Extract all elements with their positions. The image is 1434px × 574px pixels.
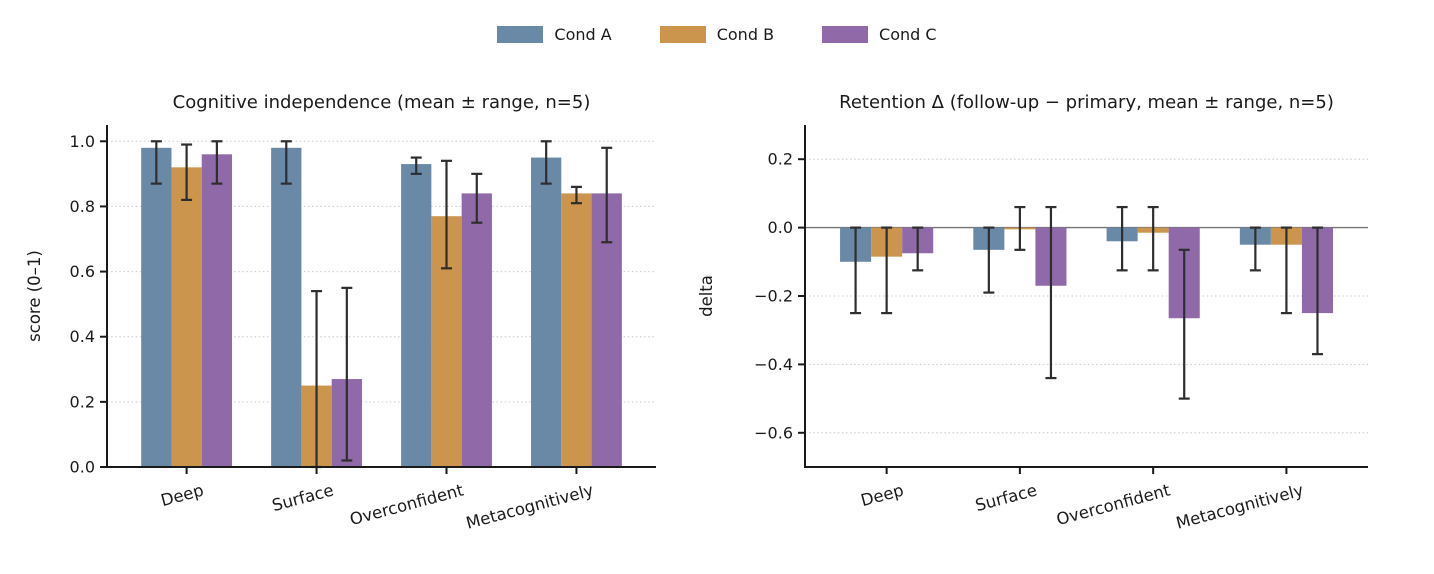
y-tick-label: 0.2 — [768, 150, 793, 169]
legend-item-cond-a: Cond A — [497, 24, 612, 44]
x-tick-label-overconfident: Overconfident — [348, 480, 466, 529]
chart-cognitive-independence: 0.0 0.2 0.4 0.6 0.8 1.0 Deep Surface Overconfide… — [25, 92, 656, 533]
series-cond-a — [141, 147, 562, 468]
legend-item-cond-c: Cond C — [822, 26, 937, 43]
errorbars-cond-a — [850, 205, 1261, 315]
x-tick-label-deep: Deep — [159, 481, 206, 511]
bar-cond-a-overconfident — [401, 164, 432, 468]
y-tick-label: 1.0 — [70, 132, 95, 151]
y-tick-label: 0.6 — [70, 262, 95, 281]
errorbars-cond-c — [211, 140, 613, 462]
y-tick-label: 0.2 — [70, 392, 95, 411]
y-axis-label: score (0–1) — [25, 250, 44, 342]
chart-title: Cognitive independence (mean ± range, n=… — [173, 92, 591, 113]
legend-label: Cond C — [879, 24, 937, 44]
x-tick-label-deep: Deep — [859, 481, 906, 511]
chart-retention-delta: 0.2 0.0 −0.2 −0.4 −0.6 Deep Surface Overconfide… — [697, 92, 1368, 533]
x-tick-label-metacognitively: Metacognitively — [1174, 480, 1306, 532]
legend-label: Cond A — [554, 24, 612, 44]
bar-cond-b-metacognitively — [561, 193, 592, 467]
y-axis-label: delta — [697, 275, 716, 317]
y-tick-label: −0.4 — [754, 355, 793, 374]
errorbars-cond-a — [150, 140, 552, 185]
legend-label: Cond B — [716, 24, 775, 44]
y-tick-label: 0.8 — [70, 197, 95, 216]
x-tick-label-surface: Surface — [973, 481, 1039, 516]
errorbars-cond-c — [912, 205, 1323, 400]
y-tick-label: 0.0 — [768, 218, 793, 237]
legend-item-cond-b: Cond B — [659, 24, 775, 44]
bar-cond-a-deep — [141, 147, 172, 468]
errorbars-cond-b — [881, 205, 1292, 315]
y-tick-label: −0.2 — [754, 287, 793, 306]
legend-swatch-cond-c — [822, 26, 869, 43]
y-tick-label: 0.4 — [70, 327, 95, 346]
bar-cond-b-deep — [171, 167, 202, 468]
y-tick-label: −0.6 — [754, 423, 793, 442]
legend-swatch-cond-b — [659, 26, 706, 43]
x-tick-label-surface: Surface — [270, 481, 336, 516]
y-tick-label: 0.0 — [70, 458, 95, 477]
x-tick-label-metacognitively: Metacognitively — [464, 480, 596, 532]
errorbars-cond-b — [181, 143, 582, 469]
chart-title: Retention Δ (follow-up − primary, mean ±… — [839, 92, 1334, 113]
figure-legend: Cond A Cond B Cond C — [0, 26, 1434, 43]
legend-swatch-cond-a — [497, 26, 544, 43]
bar-cond-c-overconfident — [461, 193, 492, 467]
series-cond-b — [871, 227, 1302, 257]
x-tick-label-overconfident: Overconfident — [1054, 480, 1172, 529]
bar-cond-a-metacognitively — [531, 157, 562, 468]
bar-cond-a-surface — [271, 147, 302, 468]
series-cond-b — [171, 167, 592, 468]
bar-cond-c-deep — [201, 154, 233, 468]
